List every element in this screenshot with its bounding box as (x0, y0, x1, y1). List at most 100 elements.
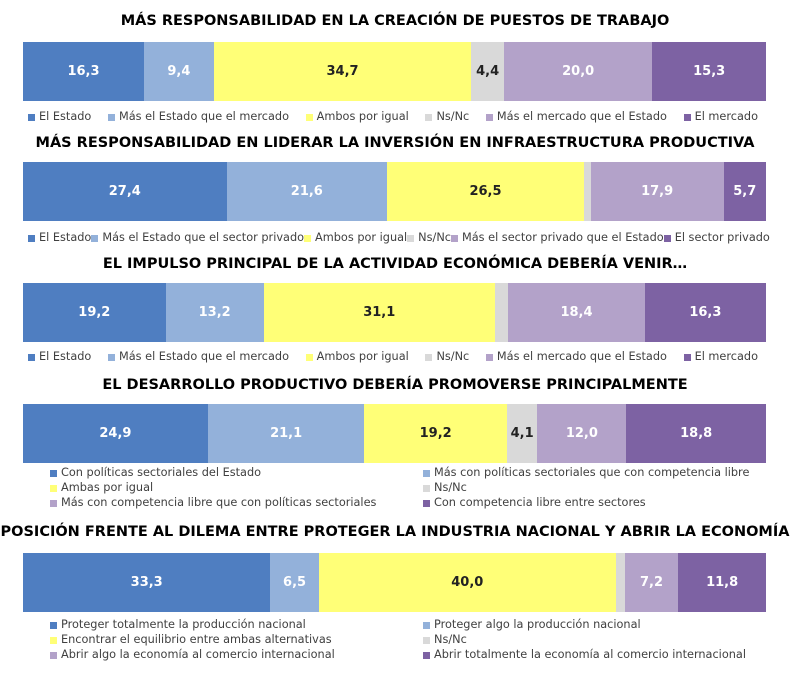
legend-item: El sector privado (663, 231, 770, 245)
data-label: 4,1 (510, 426, 534, 441)
legend-swatch (683, 353, 691, 361)
legend-swatch (107, 113, 115, 121)
bar-segment: 40,0 (318, 553, 616, 612)
legend-item: El mercado (683, 350, 758, 364)
legend-label: Más el Estado que el mercado (118, 110, 289, 123)
legend: Proteger totalmente la producción nacion… (50, 618, 770, 662)
legend-item: Ambos por igual (304, 231, 407, 245)
chart-title: EL DESARROLLO PRODUCTIVO DEBERÍA PROMOVE… (102, 377, 688, 393)
legend-label: Ambos por igual (315, 231, 408, 244)
stacked-bar: 19,2 13,2 31,1 18,4 16,3 (23, 283, 766, 342)
data-label: 9,4 (167, 64, 191, 79)
legend-label: Proteger algo la producción nacional (434, 618, 641, 631)
data-label: 31,1 (363, 305, 396, 320)
data-label: 15,3 (693, 64, 726, 79)
bar-segment: 16,3 (644, 283, 766, 342)
bar-segment: 4,4 (471, 42, 504, 101)
legend-item: Encontrar el equilibrio entre ambas alte… (50, 633, 423, 647)
bar-segment: 19,2 (364, 404, 507, 463)
bar-segment: 34,7 (213, 42, 472, 101)
bar-segment: 24,9 (23, 404, 208, 463)
data-label: 21,1 (270, 426, 303, 441)
stacked-bar: 33,3 6,5 40,0 7,2 11,8 (23, 553, 766, 612)
legend-label: El Estado (39, 231, 92, 244)
chart-title: POSICIÓN FRENTE AL DILEMA ENTRE PROTEGER… (0, 524, 790, 540)
legend-label: Ns/Nc (434, 633, 467, 646)
legend-swatch (423, 499, 430, 507)
legend-swatch (50, 636, 57, 644)
legend-label: Abrir algo la economía al comercio inter… (61, 648, 335, 661)
legend-swatch (305, 113, 313, 121)
legend-label: Más el Estado que el mercado (118, 350, 289, 363)
legend-item: Abrir algo la economía al comercio inter… (50, 648, 423, 662)
legend-item: Con políticas sectoriales del Estado (50, 466, 423, 480)
legend-label: Encontrar el equilibrio entre ambas alte… (61, 633, 332, 646)
data-label: 20,0 (562, 64, 595, 79)
legend-swatch (28, 234, 35, 242)
legend-label: El mercado (694, 350, 758, 363)
bar-segment: 20,0 (503, 42, 653, 101)
legend-swatch (407, 234, 415, 242)
legend-label: Más el Estado que el sector privado (102, 231, 305, 244)
bar-segment: 7,2 (624, 553, 679, 612)
legend: El Estado Más el Estado que el mercado Amb… (28, 350, 758, 364)
data-label: 40,0 (451, 575, 484, 590)
data-label: 19,2 (419, 426, 452, 441)
legend-item: Ambos por igual (305, 350, 409, 364)
legend-swatch (450, 234, 458, 242)
bar-segment: 12,0 (537, 404, 627, 463)
legend-swatch (50, 469, 57, 477)
legend-swatch (305, 353, 313, 361)
bar-segment: 18,4 (508, 283, 645, 342)
legend-item: Con competencia libre entre sectores (423, 496, 770, 510)
legend-swatch (485, 113, 493, 121)
legend-item: Más el Estado que el mercado (107, 110, 289, 124)
legend-swatch (107, 353, 115, 361)
legend-item: El mercado (683, 110, 758, 124)
chart-title: EL IMPULSO PRINCIPAL DE LA ACTIVIDAD ECO… (102, 256, 688, 272)
bar-segment: 4,1 (506, 404, 538, 463)
legend-item: Ns/Nc (425, 110, 469, 124)
data-label: 12,0 (565, 426, 598, 441)
bar-segment: 13,2 (165, 283, 264, 342)
legend-swatch (423, 484, 430, 492)
legend-item: Ns/Nc (423, 633, 770, 647)
bar-segment: 27,4 (23, 162, 227, 221)
legend-item: Abrir totalmente la economía al comercio… (423, 648, 770, 662)
legend-item: El Estado (28, 231, 91, 245)
legend-item: Más con competencia libre que con políti… (50, 496, 423, 510)
legend-item: Más con políticas sectoriales que con co… (423, 466, 770, 480)
legend-label: Ambas por igual (61, 481, 154, 494)
legend-label: El mercado (694, 110, 758, 123)
data-label: 6,5 (283, 575, 307, 590)
legend-swatch (485, 353, 493, 361)
data-label: 4,4 (476, 64, 500, 79)
legend-label: Más el sector privado que el Estado (461, 231, 664, 244)
bar-segment: 17,9 (590, 162, 724, 221)
data-label: 34,7 (326, 64, 359, 79)
bar-segment: 21,1 (207, 404, 365, 463)
legend-swatch (423, 469, 430, 477)
legend-label: Más con competencia libre que con políti… (61, 496, 377, 509)
chart-title: MÁS RESPONSABILIDAD EN LA CREACIÓN DE PU… (120, 13, 670, 29)
bar-segment: 16,3 (23, 42, 144, 101)
legend-swatch (50, 651, 57, 659)
data-label: 16,3 (67, 64, 100, 79)
bar-segment: 31,1 (263, 283, 495, 342)
bar-segment (583, 162, 591, 221)
stacked-bar: 16,3 9,4 34,7 4,4 20,0 15,3 (23, 42, 766, 101)
bar-segment: 21,6 (226, 162, 388, 221)
data-label: 11,8 (706, 575, 739, 590)
bar-segment: 26,5 (387, 162, 584, 221)
legend-item: El Estado (28, 110, 91, 124)
bar-segment: 19,2 (23, 283, 166, 342)
data-label: 13,2 (198, 305, 231, 320)
data-label: 5,7 (733, 184, 757, 199)
legend-swatch (28, 353, 35, 361)
legend-label: Ns/Nc (436, 350, 470, 363)
legend-swatch (50, 484, 57, 492)
data-label: 18,4 (560, 305, 593, 320)
data-label: 16,3 (689, 305, 722, 320)
bar-segment (615, 553, 625, 612)
